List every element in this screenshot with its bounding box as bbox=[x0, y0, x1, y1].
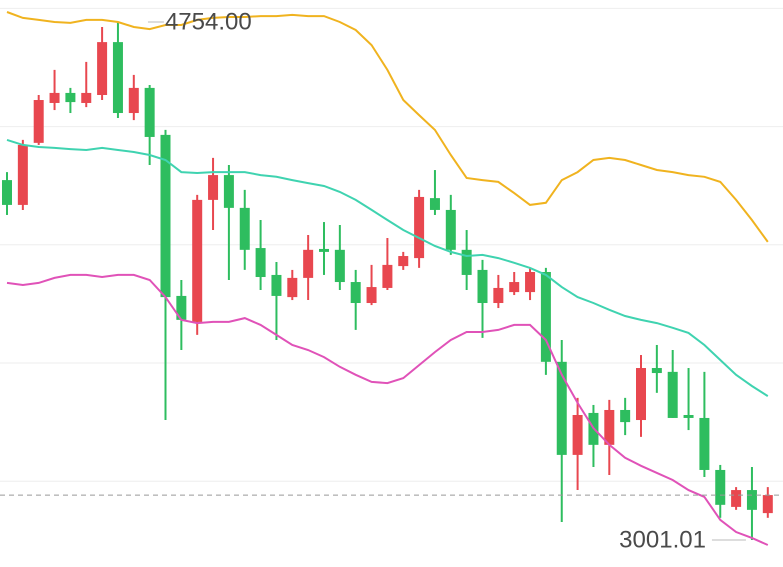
candle-body bbox=[49, 92, 60, 103]
candle-body bbox=[414, 196, 425, 259]
candle-body bbox=[97, 42, 108, 95]
candle-body bbox=[81, 92, 92, 103]
candle-body bbox=[461, 249, 472, 275]
candle-body bbox=[445, 209, 456, 250]
candle-body bbox=[667, 371, 678, 418]
candle-body bbox=[350, 282, 361, 304]
candle-body bbox=[429, 198, 440, 210]
candle-body bbox=[208, 175, 219, 200]
candle-body bbox=[255, 248, 266, 278]
candle-body bbox=[192, 199, 203, 322]
candle-body bbox=[334, 249, 345, 283]
candle-body bbox=[731, 490, 742, 507]
candle-body bbox=[17, 144, 28, 205]
candle-body bbox=[493, 287, 504, 304]
candle-body bbox=[477, 269, 488, 304]
band-line bbox=[6, 273, 769, 546]
candle-body bbox=[699, 417, 710, 470]
candle-body bbox=[762, 495, 773, 514]
candle-body bbox=[144, 87, 155, 137]
candle-body bbox=[556, 361, 567, 455]
candle-body bbox=[382, 264, 393, 288]
candle-body bbox=[366, 287, 377, 304]
candle-body bbox=[271, 274, 282, 296]
candle-body bbox=[636, 368, 646, 421]
candle-body bbox=[239, 207, 250, 250]
low-label: 3001.01 bbox=[619, 526, 706, 553]
candle-body bbox=[509, 282, 520, 293]
candle-body bbox=[2, 180, 12, 205]
candle-body bbox=[746, 490, 757, 510]
candle-body bbox=[651, 368, 662, 374]
candle-body bbox=[287, 277, 298, 298]
candle-body bbox=[604, 409, 615, 445]
candle-body bbox=[223, 175, 234, 208]
candle-body bbox=[715, 469, 726, 505]
candle-body bbox=[398, 256, 409, 267]
candle-body bbox=[65, 92, 76, 103]
candle-body bbox=[176, 295, 187, 320]
candle-body bbox=[620, 409, 631, 423]
candle-body bbox=[572, 415, 583, 455]
candle-body bbox=[160, 134, 171, 298]
candle-body bbox=[303, 249, 314, 278]
high-label: 4754.00 bbox=[165, 8, 252, 35]
candle-body bbox=[319, 248, 329, 252]
band-line bbox=[6, 11, 769, 243]
candle-body bbox=[540, 271, 551, 362]
candle-body bbox=[128, 87, 139, 114]
candle-body bbox=[112, 42, 123, 114]
candle-body bbox=[683, 415, 694, 418]
candle-body bbox=[525, 271, 536, 293]
candle-body bbox=[33, 100, 44, 143]
band-line bbox=[6, 138, 769, 397]
